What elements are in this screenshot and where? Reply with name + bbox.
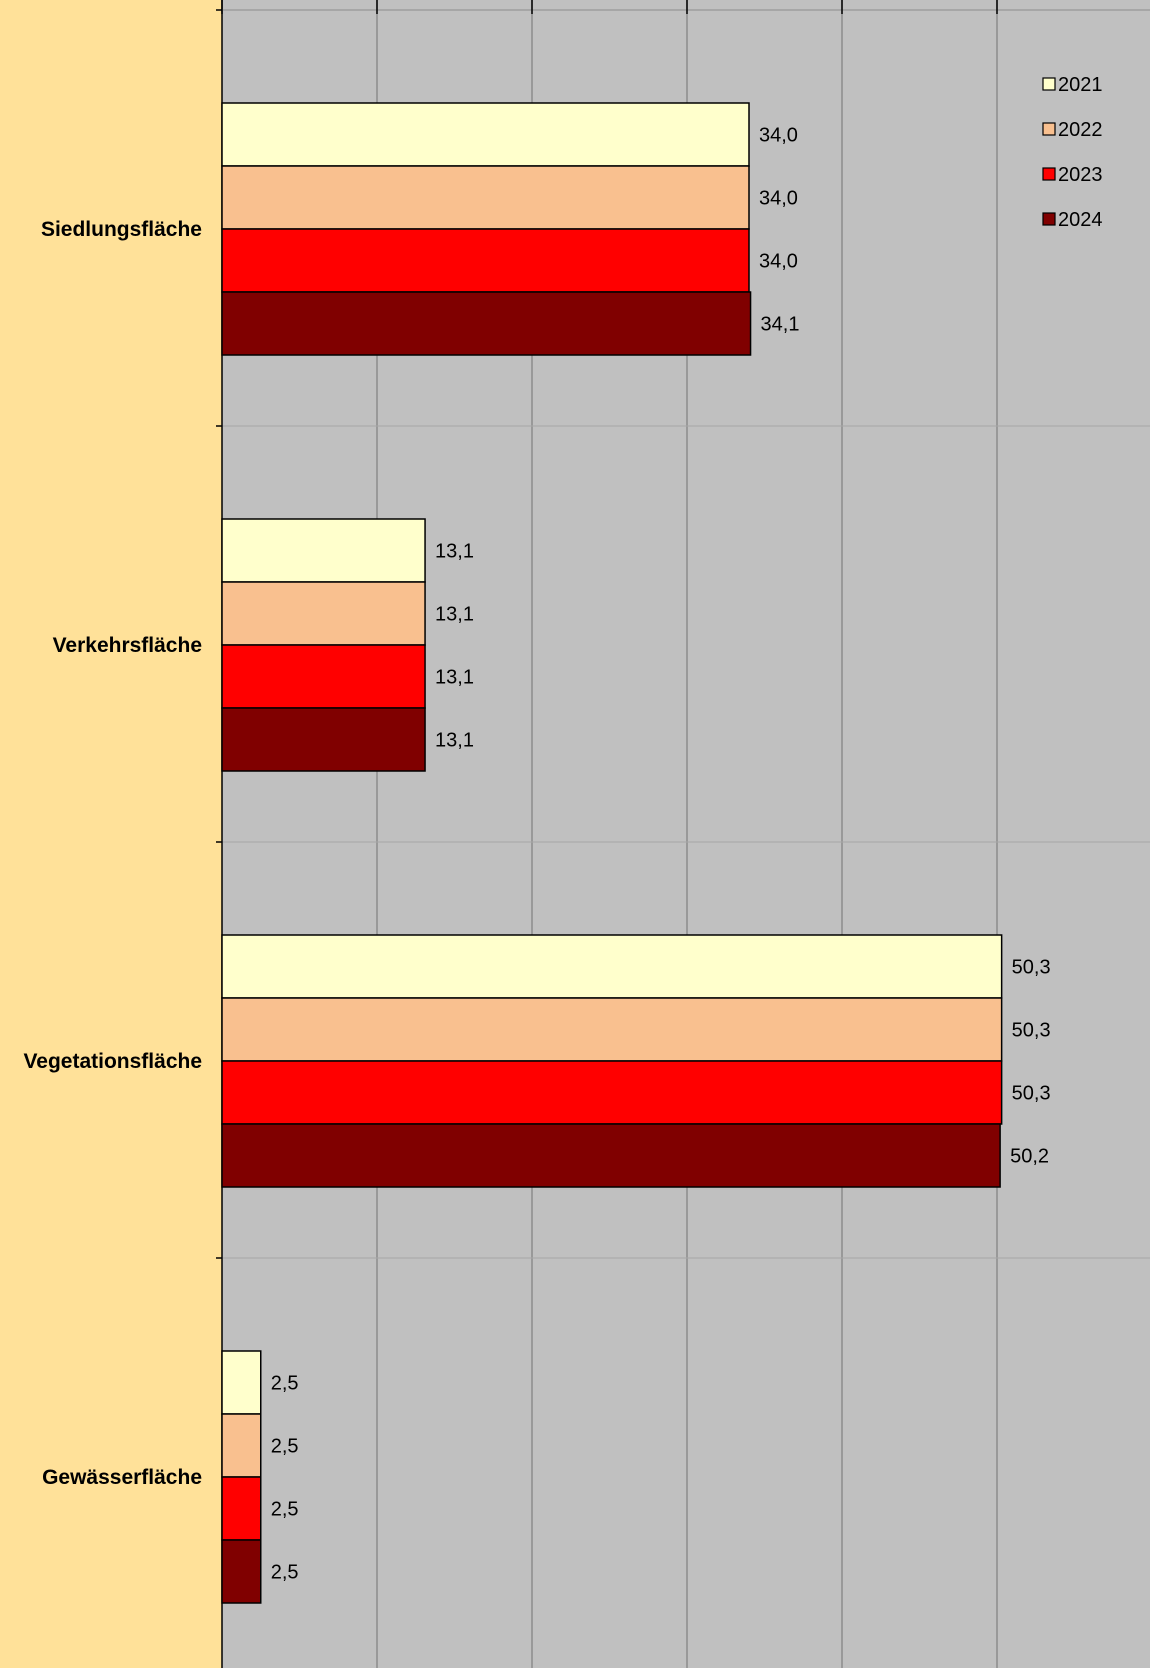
category-labels: Siedlungsfläche Verkehrsfläche Vegetations… — [23, 218, 202, 1489]
data-label: 2,5 — [271, 1562, 299, 1584]
legend-swatch — [1042, 122, 1056, 136]
bar-2022-1 — [221, 581, 426, 646]
data-label: 2,5 — [271, 1499, 299, 1521]
bar-2023-1 — [221, 644, 426, 709]
bar-2024-1 — [221, 707, 426, 772]
bar-2021-3 — [221, 1350, 262, 1415]
legend: 2021 2022 2023 2024 — [1042, 74, 1103, 231]
data-label: 50,3 — [1012, 1020, 1051, 1042]
data-label: 2,5 — [271, 1436, 299, 1458]
bar-2023-3 — [221, 1476, 262, 1541]
bar-2024-3 — [221, 1539, 262, 1604]
category-label: Gewässerfläche — [42, 1466, 202, 1489]
data-label: 13,1 — [435, 667, 474, 689]
bar-2021-2 — [221, 934, 1003, 999]
legend-label: 2021 — [1058, 74, 1103, 96]
legend-label: 2023 — [1058, 164, 1103, 186]
legend-label: 2024 — [1058, 209, 1103, 231]
data-label: 50,3 — [1012, 1083, 1051, 1105]
bar-2021-0 — [221, 102, 750, 167]
data-label: 13,1 — [435, 604, 474, 626]
legend-swatch — [1042, 167, 1056, 181]
bar-2023-2 — [221, 1060, 1003, 1125]
data-label: 13,1 — [435, 730, 474, 752]
data-label: 34,0 — [759, 125, 798, 147]
bar-2022-3 — [221, 1413, 262, 1478]
data-label: 34,1 — [761, 314, 800, 336]
category-label: Vegetationsfläche — [23, 1050, 202, 1073]
data-label: 34,0 — [759, 251, 798, 273]
bar-2021-1 — [221, 518, 426, 583]
data-label: 2,5 — [271, 1373, 299, 1395]
legend-label: 2022 — [1058, 119, 1103, 141]
bar-2024-0 — [221, 291, 752, 356]
bar-2022-0 — [221, 165, 750, 230]
category-label: Siedlungsfläche — [41, 218, 202, 241]
category-label: Verkehrsfläche — [53, 634, 202, 657]
bar-2024-2 — [221, 1123, 1001, 1188]
bar-2023-0 — [221, 228, 750, 293]
bars: 34,0 34,0 34,0 34,1 13,1 13,1 13,1 13,1 50,3 50,3… — [221, 102, 1051, 1604]
data-label: 50,2 — [1010, 1146, 1049, 1168]
bar-2022-2 — [221, 997, 1003, 1062]
legend-swatch — [1042, 77, 1056, 91]
data-label: 13,1 — [435, 541, 474, 563]
legend-swatch — [1042, 212, 1056, 226]
data-label: 50,3 — [1012, 957, 1051, 979]
data-label: 34,0 — [759, 188, 798, 210]
